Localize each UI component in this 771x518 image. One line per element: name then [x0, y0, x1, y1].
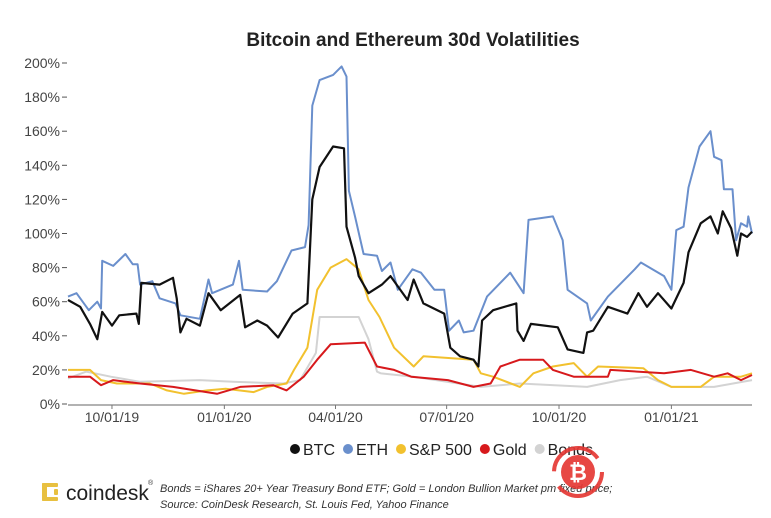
x-tick-label: 01/01/20: [197, 409, 252, 425]
y-tick-label: 40%: [32, 328, 60, 344]
legend-swatch: [290, 444, 300, 454]
x-tick-label: 10/01/20: [532, 409, 587, 425]
bitcoin-logo-icon: ₿: [552, 446, 604, 498]
x-axis: 10/01/19 01/01/20 04/01/20 07/01/20 10/01/20…: [68, 404, 752, 425]
coindesk-brand: coindesk: [66, 482, 149, 505]
footnote-line-1: Bonds = iShares 20+ Year Treasury Bond E…: [160, 483, 612, 495]
series-line-s-p-500: [68, 258, 753, 395]
legend-label: ETH: [356, 442, 388, 459]
y-tick-label: 180%: [24, 89, 60, 105]
series-lines: [67, 65, 753, 395]
chart-title: Bitcoin and Ethereum 30d Volatilities: [246, 30, 579, 51]
footnote-line-2: Source: CoinDesk Research, St. Louis Fed…: [160, 499, 449, 511]
svg-text:₿: ₿: [569, 460, 587, 485]
y-tick-label: 100%: [24, 226, 60, 242]
y-tick-label: 140%: [24, 157, 60, 173]
legend-swatch: [343, 444, 353, 454]
y-tick-label: 120%: [24, 191, 60, 207]
legend: BTC ETH S&P 500 Gold Bonds: [290, 442, 593, 459]
coindesk-logo: coindesk ®: [42, 479, 154, 505]
legend-label: S&P 500: [409, 442, 472, 459]
legend-item-s-p-500: S&P 500: [396, 442, 472, 459]
series-line-gold: [68, 341, 753, 395]
legend-swatch: [479, 444, 490, 454]
series-line-bonds: [67, 316, 753, 388]
legend-label: BTC: [303, 442, 335, 459]
registered-mark: ®: [148, 479, 154, 487]
y-tick-label: 200%: [24, 55, 60, 71]
legend-swatch: [396, 444, 406, 454]
x-tick-label: 04/01/20: [308, 409, 363, 425]
y-axis: 0% 20% 40% 60% 80% 100% 120% 140% 160% 180% 200%: [24, 55, 67, 412]
legend-item-eth: ETH: [343, 442, 388, 459]
y-tick-label: 60%: [32, 294, 60, 310]
y-tick-label: 20%: [32, 362, 60, 378]
x-tick-label: 01/01/21: [644, 409, 699, 425]
x-tick-label: 07/01/20: [419, 409, 474, 425]
legend-item-btc: BTC: [290, 442, 335, 459]
x-tick-label: 10/01/19: [85, 409, 140, 425]
y-tick-label: 80%: [32, 260, 60, 276]
y-tick-label: 0%: [40, 396, 60, 412]
legend-swatch: [534, 444, 545, 454]
legend-label: Gold: [493, 442, 527, 459]
series-line-btc: [67, 145, 753, 368]
legend-item-gold: Gold: [479, 442, 527, 459]
y-tick-label: 160%: [24, 123, 60, 139]
series-line-eth: [67, 65, 753, 334]
coindesk-logo-icon: [42, 483, 58, 501]
